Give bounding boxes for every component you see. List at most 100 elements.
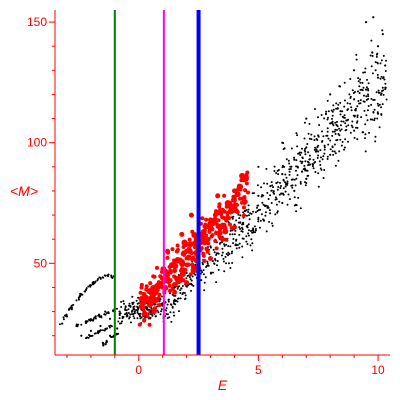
black-point [364, 150, 367, 153]
red-point [233, 202, 238, 207]
black-point [296, 134, 299, 137]
black-point [302, 168, 305, 171]
black-point [213, 251, 216, 254]
black-point [373, 117, 376, 120]
black-point [65, 315, 69, 318]
red-point [246, 190, 250, 195]
black-point [303, 137, 306, 140]
black-point [257, 204, 260, 207]
black-point [351, 126, 354, 129]
black-point [138, 314, 141, 317]
black-point [367, 87, 369, 90]
black-point [277, 173, 280, 176]
black-point [363, 109, 366, 112]
black-point [284, 190, 287, 193]
black-point [352, 92, 355, 94]
red-point [204, 217, 209, 222]
black-point [127, 312, 130, 314]
black-point [293, 156, 296, 159]
black-point [331, 117, 333, 120]
black-point [165, 313, 168, 315]
red-point [172, 268, 178, 274]
red-point [171, 282, 178, 288]
black-point [160, 310, 163, 313]
black-point [253, 225, 256, 228]
black-point [376, 117, 379, 120]
black-point [207, 264, 210, 267]
black-point [257, 194, 260, 197]
red-point [212, 212, 218, 218]
red-point [155, 284, 161, 290]
black-point [92, 281, 95, 284]
black-point [305, 117, 308, 120]
red-point [219, 212, 224, 216]
black-point [332, 124, 335, 127]
black-point [332, 108, 335, 111]
red-point [138, 290, 143, 295]
black-point [336, 120, 338, 123]
black-point [239, 227, 242, 230]
black-point [241, 256, 244, 259]
black-point [349, 102, 352, 105]
black-point [304, 150, 307, 153]
black-point [318, 160, 321, 163]
black-point [350, 124, 353, 127]
black-point [380, 92, 383, 95]
black-point [295, 132, 298, 135]
black-point [285, 183, 287, 186]
black-point [305, 146, 308, 149]
black-point [337, 159, 340, 162]
black-point [83, 290, 86, 293]
black-point [329, 93, 332, 96]
red-point [168, 288, 172, 293]
black-point [238, 233, 241, 236]
red-point [202, 228, 207, 233]
black-point [264, 211, 267, 214]
black-point [125, 309, 128, 312]
black-point [85, 337, 88, 340]
black-point [367, 93, 369, 96]
black-point [357, 77, 360, 80]
black-point [160, 308, 163, 311]
black-point [296, 145, 299, 148]
black-point [206, 262, 209, 265]
black-point [326, 130, 329, 133]
black-point [291, 186, 294, 189]
black-point [285, 176, 288, 179]
red-point [175, 243, 180, 248]
black-point [308, 137, 311, 140]
red-point [181, 245, 186, 249]
red-point [204, 246, 209, 251]
black-point [384, 82, 387, 85]
black-point [256, 206, 258, 209]
black-point [283, 165, 286, 168]
black-point [203, 289, 206, 292]
red-point [224, 237, 229, 242]
black-point [116, 333, 119, 335]
black-point [147, 308, 150, 311]
black-point [338, 127, 340, 130]
black-point [159, 298, 162, 301]
black-point [103, 329, 106, 332]
black-point [248, 218, 251, 221]
black-point [228, 253, 231, 255]
black-point [355, 126, 357, 129]
black-point [166, 317, 169, 320]
black-point [326, 99, 329, 102]
black-point [266, 191, 269, 194]
black-point [136, 302, 139, 305]
black-point [316, 139, 319, 141]
black-point [130, 321, 132, 324]
black-point [288, 168, 291, 171]
black-point [156, 309, 159, 312]
black-point [62, 318, 65, 321]
red-point [182, 252, 186, 257]
red-point [210, 233, 215, 238]
black-point [384, 86, 387, 89]
red-point [217, 204, 222, 209]
black-point [110, 325, 113, 328]
black-point [323, 148, 326, 151]
black-point [303, 164, 306, 167]
red-point [220, 236, 225, 242]
